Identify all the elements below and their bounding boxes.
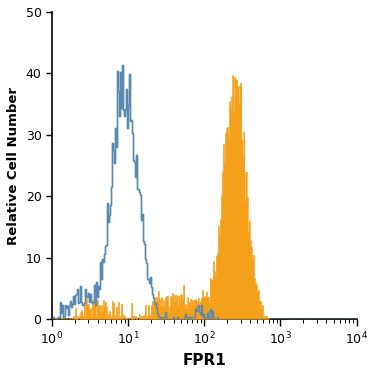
- X-axis label: FPR1: FPR1: [182, 353, 226, 368]
- Y-axis label: Relative Cell Number: Relative Cell Number: [7, 87, 20, 245]
